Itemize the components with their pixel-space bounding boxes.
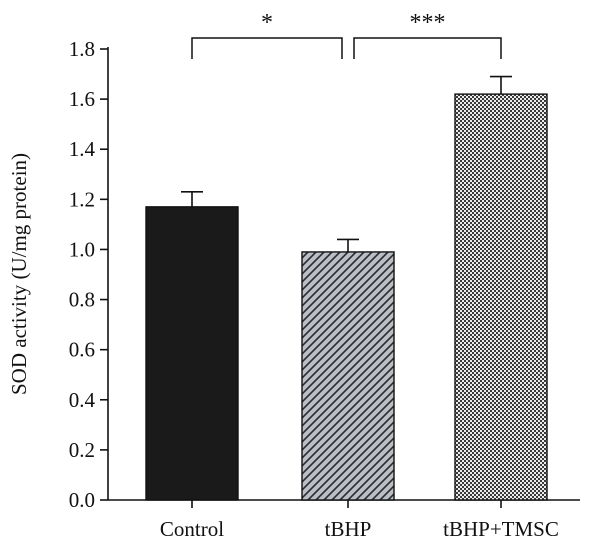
- significance-bracket: [191, 37, 343, 59]
- tick-labels: 0.0 0.2 0.4 0.6 0.8 1.0 1.2 1.4 1.6 1.8 Control tBH…: [69, 37, 559, 541]
- significance-brackets: * ***: [191, 10, 502, 59]
- bar-tbhp: [301, 251, 395, 501]
- y-tick-label: 1.6: [69, 87, 95, 111]
- y-axis-title: SOD activity (U/mg protein): [7, 153, 31, 395]
- bar-control: [145, 206, 239, 501]
- error-bars-group: [181, 75, 512, 252]
- x-tick-label: tBHP+TMSC: [443, 517, 559, 541]
- y-tick-label: 0.4: [69, 388, 96, 412]
- bars-group: [145, 93, 548, 501]
- y-tick-label: 1.2: [69, 187, 95, 211]
- y-tick-label: 0.0: [69, 488, 95, 512]
- significance-label: ***: [410, 10, 446, 36]
- x-tick-label: tBHP: [325, 517, 372, 541]
- y-tick-label: 1.0: [69, 237, 95, 261]
- significance-label: *: [261, 10, 273, 36]
- x-tick-label: Control: [160, 517, 224, 541]
- bar-tbhp-tmsc: [454, 93, 548, 501]
- y-tick-label: 1.8: [69, 37, 95, 61]
- significance-bracket: [353, 37, 502, 59]
- y-tick-label: 0.2: [69, 438, 95, 462]
- y-tick-label: 0.6: [69, 338, 95, 362]
- y-tick-label: 0.8: [69, 288, 95, 312]
- y-tick-label: 1.4: [69, 137, 96, 161]
